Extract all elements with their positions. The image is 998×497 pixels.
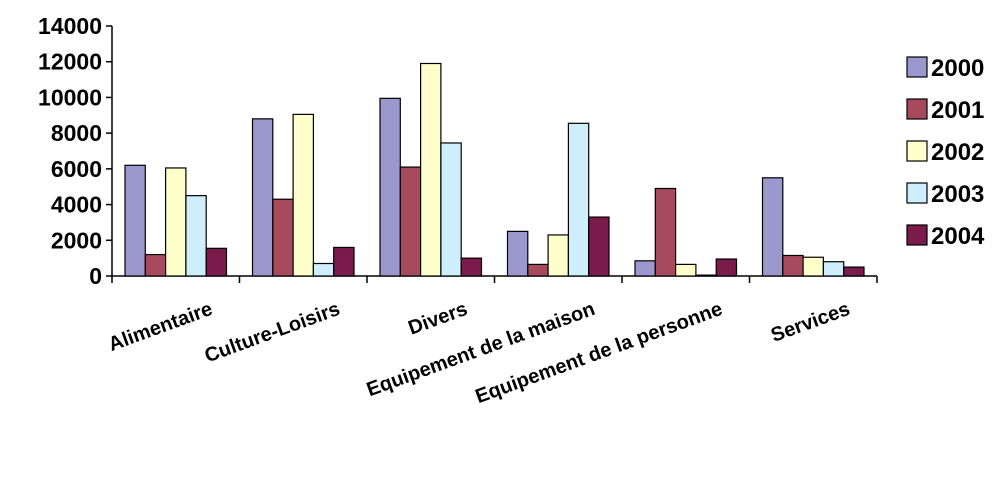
bar-2000-4: [634, 260, 656, 277]
bar-2004-3: [588, 216, 610, 277]
bar-2004-2: [460, 257, 483, 277]
bar-2003-5: [822, 261, 845, 277]
bar-2002-3: [547, 234, 569, 277]
bar-2001-1: [272, 198, 294, 277]
legend-label-2001: 2001: [931, 97, 984, 124]
x-tick-label: Services: [768, 298, 853, 347]
bar-2000-2: [379, 97, 401, 277]
bar-2002-5: [802, 256, 824, 277]
bar-2001-4: [654, 187, 677, 277]
bar-2000-0: [124, 164, 146, 277]
bar-2004-5: [843, 266, 865, 277]
y-tick-label: 12000: [38, 49, 102, 75]
x-tick-label: Culture-Loisirs: [202, 298, 343, 367]
bar-2004-1: [333, 246, 355, 277]
y-tick-label: 4000: [51, 192, 102, 218]
legend-swatch-2000: [906, 56, 928, 78]
bar-2000-3: [506, 230, 529, 277]
bar-2002-4: [674, 263, 697, 277]
x-tick-label: Alimentaire: [106, 298, 216, 356]
y-tick-label: 2000: [51, 227, 102, 253]
bar-2004-0: [205, 247, 228, 277]
bar-2003-1: [312, 262, 335, 277]
x-tick-label: Divers: [405, 298, 470, 340]
legend-label-2003: 2003: [931, 181, 984, 208]
bar-2002-0: [165, 167, 187, 277]
bar-2004-4: [715, 258, 738, 277]
y-tick-label: 6000: [51, 156, 102, 182]
y-tick-label: 8000: [51, 120, 102, 146]
y-axis-ticks: 0 2000 4000 6000 8000 10000 12000 14000: [38, 13, 112, 289]
bar-2003-3: [567, 122, 590, 277]
legend-label-2002: 2002: [931, 139, 984, 166]
bar-2002-2: [420, 62, 442, 277]
bar-2001-3: [527, 263, 549, 277]
legend: 2000 2001 2002 2003 2004: [906, 55, 985, 250]
bar-2002-1: [292, 113, 315, 277]
bar-2003-0: [185, 195, 207, 277]
legend-swatch-2002: [906, 140, 928, 162]
legend-swatch-2001: [906, 98, 928, 120]
legend-swatch-2004: [906, 224, 928, 246]
legend-label-2004: 2004: [931, 223, 985, 250]
y-tick-label: 10000: [38, 84, 102, 110]
x-tick-label: Equipement de la personne: [473, 298, 726, 408]
bar-2001-5: [782, 254, 804, 277]
bar-2000-1: [251, 118, 274, 277]
legend-label-2000: 2000: [931, 55, 984, 82]
bar-2000-5: [761, 177, 784, 277]
bars: [124, 62, 865, 277]
bar-2003-4: [695, 274, 717, 277]
bar-2003-2: [440, 142, 462, 277]
y-tick-label: 14000: [38, 13, 102, 39]
bar-2001-2: [399, 166, 422, 277]
bar-2001-0: [144, 253, 167, 277]
legend-swatch-2003: [906, 182, 928, 204]
y-tick-label: 0: [89, 263, 102, 289]
